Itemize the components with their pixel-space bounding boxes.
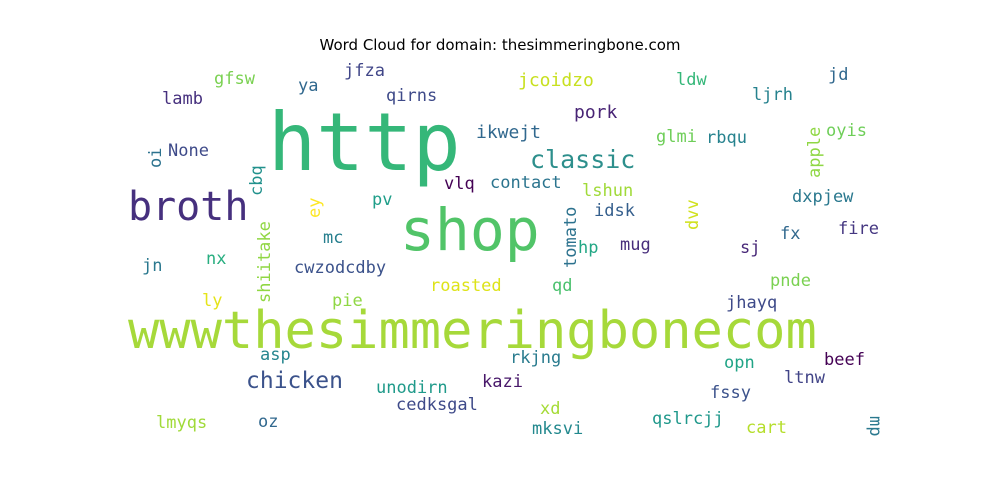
word-mp: mp bbox=[865, 416, 885, 436]
chart-title: Word Cloud for domain: thesimmeringbone.… bbox=[319, 36, 681, 54]
word-tomato: tomato bbox=[561, 207, 581, 268]
word-classic: classic bbox=[530, 145, 635, 174]
word-cedksgal: cedksgal bbox=[396, 395, 478, 415]
word-nx: nx bbox=[206, 249, 226, 269]
word-xd: xd bbox=[540, 399, 560, 419]
word-qirns: qirns bbox=[386, 86, 437, 106]
word-ldw: ldw bbox=[676, 70, 707, 90]
word-contact: contact bbox=[490, 173, 562, 193]
word-dxpjew: dxpjew bbox=[792, 187, 854, 207]
word-qslrcjj: qslrcjj bbox=[652, 409, 724, 429]
word-shop: shop bbox=[400, 196, 540, 264]
word-jhayq: jhayq bbox=[726, 293, 777, 313]
word-none: None bbox=[168, 141, 209, 161]
word-ey: ey bbox=[305, 198, 325, 218]
word-jn: jn bbox=[142, 256, 162, 276]
word-mksvi: mksvi bbox=[532, 419, 583, 439]
word-hp: hp bbox=[578, 238, 598, 258]
word-mug: mug bbox=[620, 235, 651, 255]
word-ljrh: ljrh bbox=[752, 85, 793, 105]
word-ya: ya bbox=[298, 76, 318, 96]
word-pnde: pnde bbox=[770, 271, 811, 291]
word-http: http bbox=[268, 96, 461, 189]
word-wwwthesimmeringbonecom: wwwthesimmeringbonecom bbox=[128, 301, 817, 361]
word-jfza: jfza bbox=[344, 61, 385, 81]
word-kazi: kazi bbox=[482, 372, 523, 392]
word-fire: fire bbox=[838, 219, 879, 239]
word-asp: asp bbox=[260, 345, 291, 365]
word-rkjng: rkjng bbox=[510, 348, 561, 368]
word-cwzodcdby: cwzodcdby bbox=[294, 258, 386, 278]
word-lshun: lshun bbox=[582, 181, 633, 201]
word-ly: ly bbox=[202, 291, 222, 311]
word-oz: oz bbox=[258, 412, 278, 432]
word-qd: qd bbox=[552, 276, 572, 296]
word-beef: beef bbox=[824, 350, 865, 370]
word-glmi: glmi bbox=[656, 127, 697, 147]
word-pv: pv bbox=[372, 190, 392, 210]
word-vlq: vlq bbox=[444, 174, 475, 194]
word-ltnw: ltnw bbox=[784, 368, 826, 388]
word-oyis: oyis bbox=[826, 121, 867, 141]
word-broth: broth bbox=[128, 184, 248, 230]
word-oi: oi bbox=[146, 148, 166, 168]
word-cart: cart bbox=[746, 418, 787, 438]
word-chicken: chicken bbox=[246, 368, 343, 394]
word-mc: mc bbox=[323, 228, 343, 248]
word-rbqu: rbqu bbox=[706, 128, 747, 148]
word-shiitake: shiitake bbox=[255, 221, 275, 303]
word-unodirn: unodirn bbox=[376, 378, 448, 398]
word-opn: opn bbox=[724, 353, 755, 373]
word-fssy: fssy bbox=[710, 383, 751, 403]
word-roasted: roasted bbox=[430, 276, 502, 296]
word-cbq: cbq bbox=[247, 165, 267, 196]
word-fx: fx bbox=[780, 224, 800, 244]
word-lmyqs: lmyqs bbox=[156, 413, 207, 433]
word-pie: pie bbox=[332, 291, 363, 311]
word-sj: sj bbox=[740, 238, 760, 258]
word-gfsw: gfsw bbox=[214, 69, 256, 89]
word-dvv: dvv bbox=[683, 199, 703, 230]
word-ikwejt: ikwejt bbox=[476, 122, 541, 143]
word-lamb: lamb bbox=[162, 89, 203, 109]
word-jcoidzo: jcoidzo bbox=[518, 70, 594, 91]
word-pork: pork bbox=[574, 102, 618, 123]
word-idsk: idsk bbox=[594, 201, 635, 221]
word-jd: jd bbox=[828, 65, 848, 85]
word-apple: apple bbox=[805, 127, 825, 178]
